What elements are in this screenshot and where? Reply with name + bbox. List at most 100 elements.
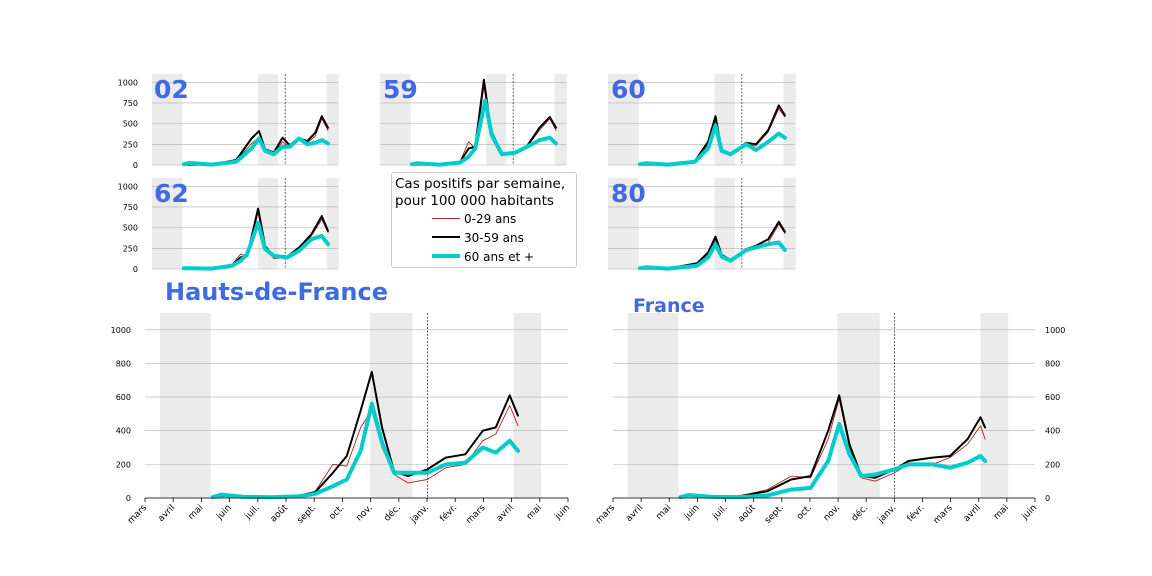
legend: Cas positifs par semaine, pour 100 000 h… (391, 172, 577, 268)
x-tick-label-3: juin (214, 503, 233, 522)
shaded-period-2 (554, 74, 567, 165)
chart-dept-80: 80 (608, 178, 796, 271)
y-tick-label-800: 800 (116, 359, 131, 368)
x-tick-label-8: nov. (822, 503, 842, 523)
y-tick-label-1000: 1000 (118, 78, 138, 87)
y-tick-label-0: 0 (126, 494, 131, 503)
y-tick-label-800: 800 (1045, 359, 1060, 368)
x-tick-label-3: juin (682, 503, 701, 522)
shaded-period-1 (714, 178, 735, 269)
shaded-period-0 (159, 313, 211, 498)
y-tick-label-1000: 1000 (1045, 326, 1065, 335)
series-line-0-29-ans (411, 85, 557, 166)
x-tick-label-10: janv. (408, 503, 431, 526)
y-tick-label-200: 200 (116, 460, 131, 469)
legend-swatch-young (432, 218, 460, 219)
y-tick-label-600: 600 (116, 393, 131, 402)
x-tick-label-11: févr. (438, 502, 460, 524)
legend-item-young: 0-29 ans (432, 211, 577, 227)
legend-label-mid: 30-59 ans (464, 231, 524, 245)
y-tick-label-400: 400 (116, 427, 131, 436)
chart-title-62: 62 (154, 179, 189, 208)
x-tick-label-12: mars (932, 503, 955, 526)
shaded-period-2 (326, 178, 339, 269)
shaded-period-2 (980, 313, 1009, 498)
chart-dept-59: 59 (380, 74, 567, 167)
legend-label-young: 0-29 ans (464, 212, 517, 226)
y-tick-label-500: 500 (123, 120, 138, 129)
x-tick-label-6: sept. (295, 503, 318, 526)
chart-dept-02: 0 250 500 750 1000 02 (118, 74, 339, 170)
x-tick-label-14: mai (525, 503, 544, 522)
y-tick-label-1000: 1000 (118, 182, 138, 191)
x-tick-label-4: juil. (243, 503, 262, 522)
series-line-60-ans-et- (678, 422, 988, 500)
y-tick-label-750: 750 (123, 99, 138, 108)
series-line-60-ans-et- (181, 220, 330, 271)
shaded-period-1 (486, 74, 507, 165)
x-tick-label-8: nov. (354, 503, 374, 523)
y-tick-label-0: 0 (1045, 494, 1050, 503)
x-tick-label-2: mai (187, 503, 206, 522)
legend-title: Cas positifs par semaine, pour 100 000 h… (395, 176, 566, 209)
x-tick-label-15: juin (553, 503, 572, 522)
y-tick-label-400: 400 (1045, 427, 1060, 436)
x-tick-label-7: oct. (795, 503, 814, 522)
x-tick-label-1: avril (156, 503, 177, 524)
shaded-period-0 (380, 74, 411, 165)
chart-title-02: 02 (154, 75, 189, 104)
x-tick-label-4: juil. (711, 503, 730, 522)
x-tick-label-13: avril (495, 503, 516, 524)
chart-title-60: 60 (611, 75, 646, 104)
x-tick-label-0: mars (126, 503, 149, 526)
chart-title-80: 80 (611, 179, 646, 208)
x-tick-label-5: août (269, 503, 291, 525)
shaded-period-0 (608, 178, 639, 269)
chart-dept-60: 60 (608, 74, 796, 167)
series-line-60-ans-et- (210, 401, 520, 500)
legend-item-old: 60 ans et + (432, 249, 577, 265)
shaded-period-0 (152, 178, 183, 269)
chart-title-hauts-de-france: Hauts-de-France (165, 278, 388, 306)
shaded-period-2 (513, 313, 542, 498)
shaded-period-0 (608, 74, 639, 165)
shaded-period-2 (783, 178, 796, 269)
x-tick-label-6: sept. (763, 503, 786, 526)
x-tick-label-7: oct. (328, 503, 347, 522)
y-tick-label-0: 0 (133, 265, 138, 274)
x-tick-label-2: mai (654, 503, 673, 522)
chart-dept-62: 0 250 500 750 1000 62 (118, 178, 339, 274)
y-tick-label-250: 250 (123, 244, 138, 253)
series-line-30-59-ans (410, 78, 557, 166)
chart-title-59: 59 (383, 75, 418, 104)
shaded-period-0 (627, 313, 679, 498)
x-tick-label-0: mars (594, 503, 617, 526)
x-tick-label-10: janv. (876, 503, 899, 526)
legend-label-old: 60 ans et + (464, 250, 535, 264)
series-line-60-ans-et- (181, 136, 330, 167)
series-line-60-ans-et- (409, 98, 558, 167)
shaded-period-2 (326, 74, 339, 165)
legend-swatch-old (432, 254, 460, 258)
series-line-30-59-ans (182, 115, 329, 166)
x-tick-label-1: avril (624, 503, 645, 524)
x-tick-label-14: mai (992, 503, 1011, 522)
x-tick-label-9: déc. (382, 502, 403, 523)
series-line-60-ans-et- (638, 240, 787, 271)
x-tick-label-11: févr. (905, 502, 927, 524)
legend-swatch-mid (432, 236, 460, 238)
series-line-0-29-ans (212, 405, 519, 498)
x-tick-label-15: juin (1020, 503, 1039, 522)
y-tick-label-600: 600 (1045, 393, 1060, 402)
y-tick-label-200: 200 (1045, 460, 1060, 469)
series-line-60-ans-et- (638, 123, 787, 167)
chart-title-france: France (633, 295, 705, 317)
x-tick-label-5: août (736, 503, 758, 525)
y-tick-label-750: 750 (123, 203, 138, 212)
y-tick-label-0: 0 (133, 161, 138, 170)
x-tick-label-9: déc. (849, 502, 870, 523)
series-line-30-59-ans (182, 207, 329, 270)
